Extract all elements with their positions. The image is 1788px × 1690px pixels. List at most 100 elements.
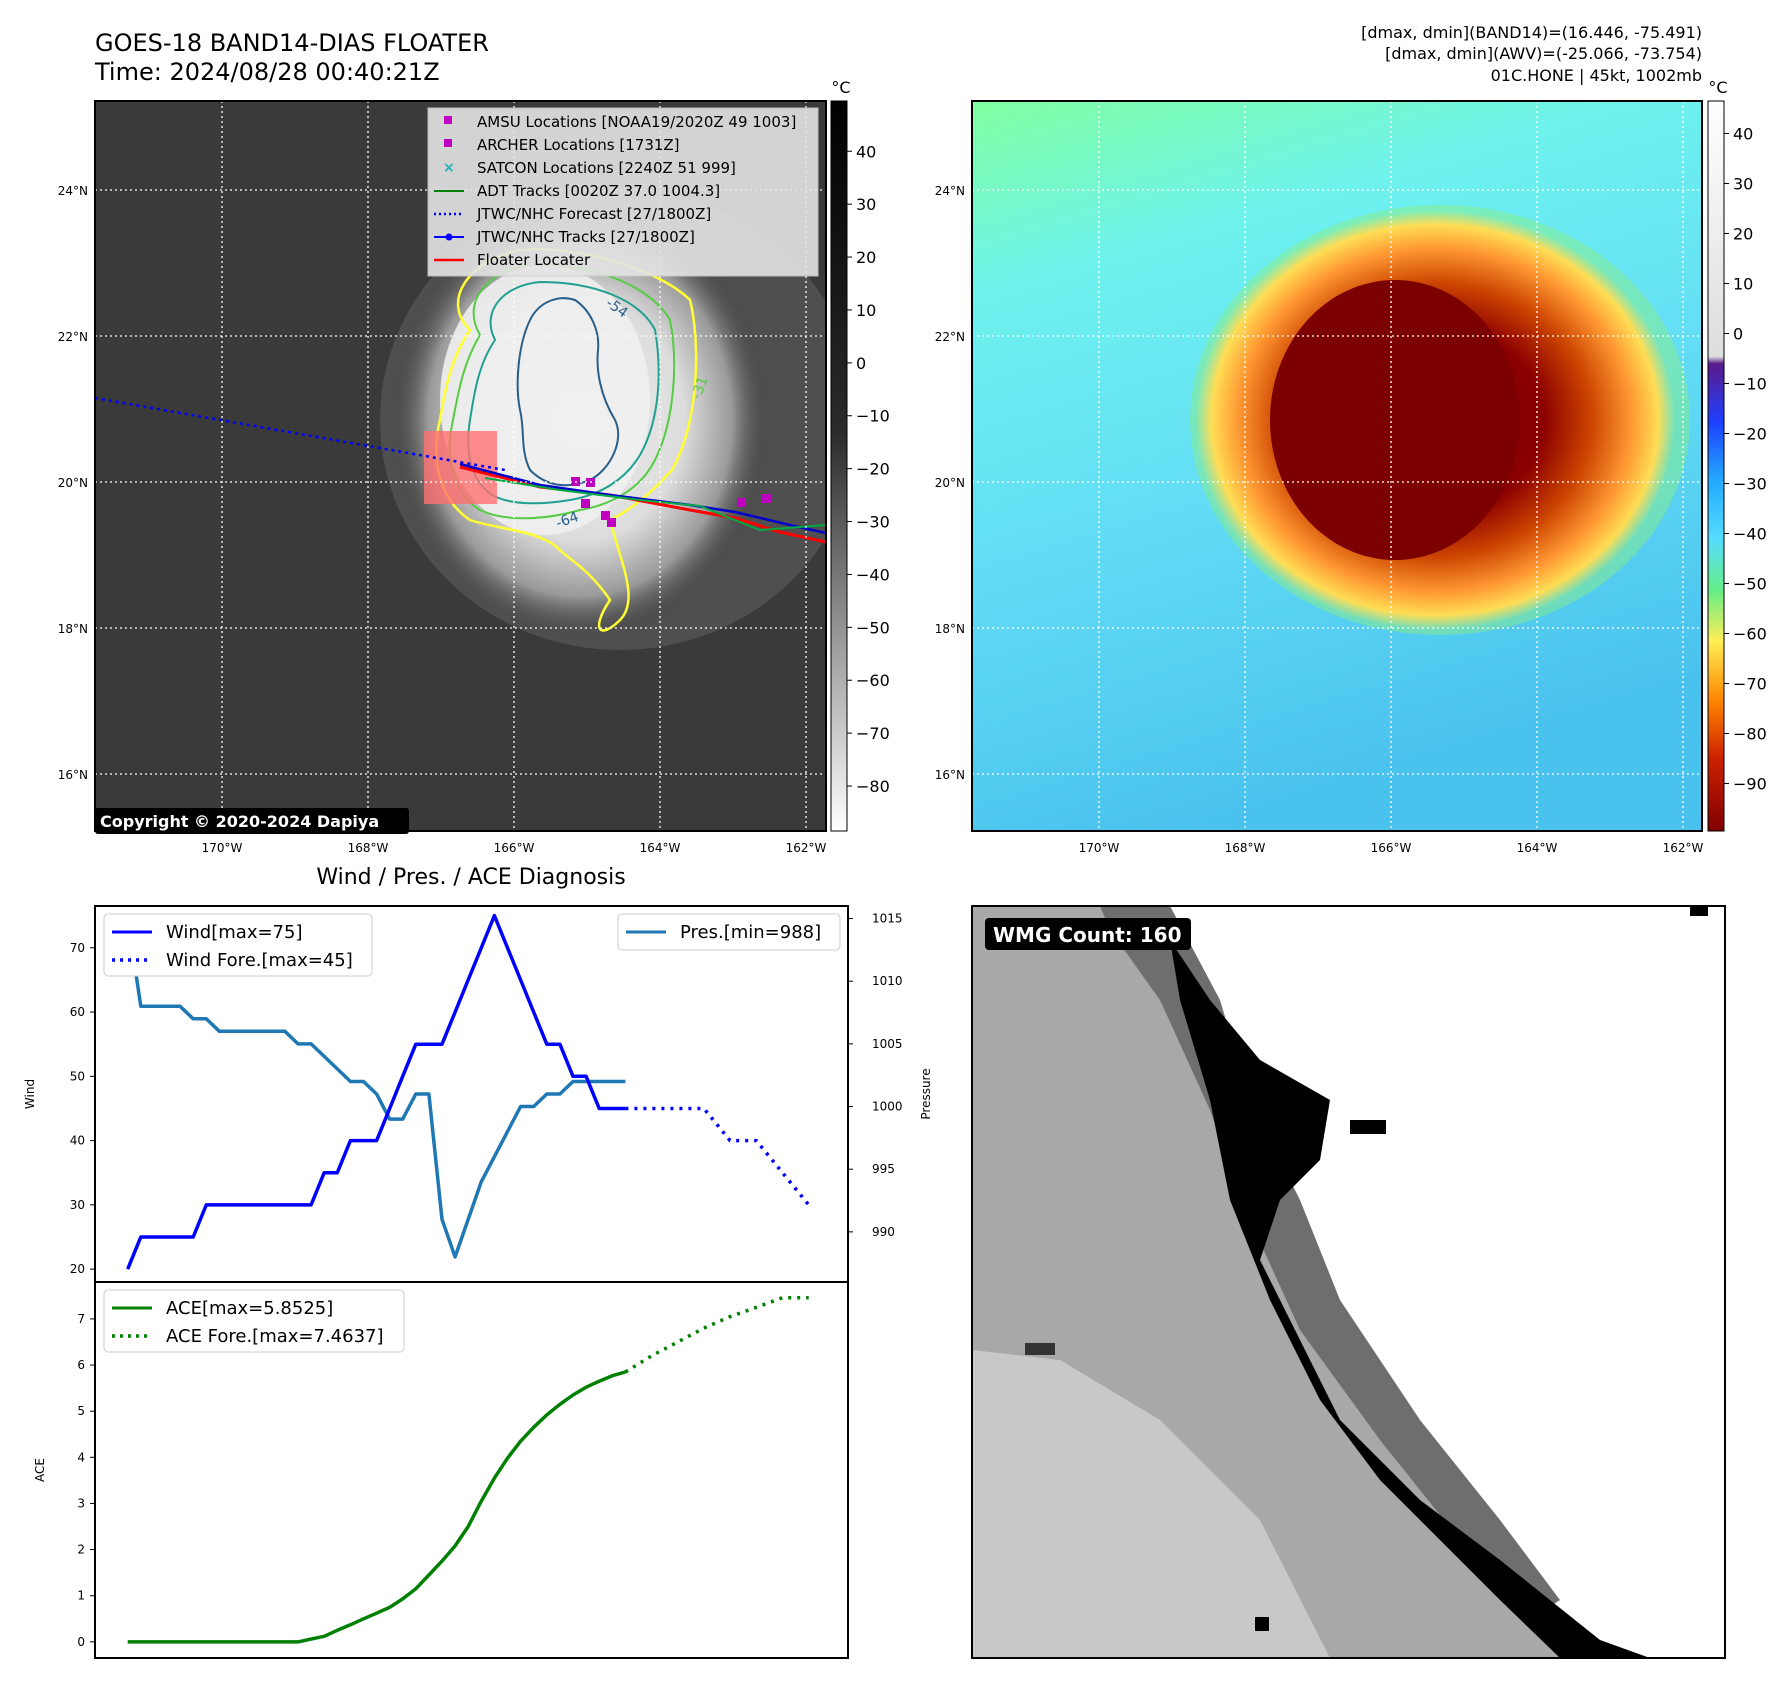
ir-colorbar-tick-label: −10 [856, 407, 890, 426]
archer-marker [601, 511, 610, 520]
title-line2: Time: 2024/08/28 00:40:21Z [94, 58, 440, 86]
ir-colorbar-ticks: 40 30 20 10 0 −10 −20 −30 −40 −50 −60 −70 −80 [847, 142, 890, 796]
ace-axis-tick-label: 3 [77, 1496, 85, 1510]
awv-lon-label: 166°W [1371, 841, 1412, 855]
legend-amsu-label: AMSU Locations [NOAA19/2020Z 49 1003] [477, 113, 796, 131]
awv-colorbar-tick-label: 30 [1733, 175, 1753, 194]
wind-fore-legend-label: Wind Fore.[max=45] [166, 950, 353, 971]
pres-axis-tick-label: 1015 [872, 912, 903, 926]
awv-lat-label: 20°N [935, 476, 965, 490]
amsu-marker [581, 499, 590, 508]
ir-colorbar-tick-label: −30 [856, 513, 890, 532]
pres-axis-tick-label: 995 [872, 1162, 895, 1176]
ir-lon-label: 168°W [348, 841, 389, 855]
ir-colorbar-tick-label: 10 [856, 301, 876, 320]
awv-colorbar-tick-label: −90 [1733, 775, 1767, 794]
ir-lon-label: 164°W [640, 841, 681, 855]
wmg-speck [1350, 1120, 1386, 1134]
pres-axis-tick-label: 1010 [872, 974, 903, 988]
ace-axis-tick-label: 7 [77, 1312, 85, 1326]
ace-axis-tick-label: 0 [77, 1635, 85, 1649]
ir-panel: -54 -64 -31 [58, 78, 890, 855]
wmg-badge-bg [985, 918, 1191, 950]
wind-axis-tick-label: 20 [70, 1262, 85, 1276]
ace-axis-tick-label: 1 [77, 1589, 85, 1603]
awv-colorbar-tick-label: −50 [1733, 575, 1767, 594]
ir-lat-label: 20°N [58, 476, 88, 490]
ir-colorbar-unit: °C [831, 78, 850, 97]
wmg-badge-text: WMG Count: 160 [993, 923, 1182, 947]
awv-colorbar-tick-label: 40 [1733, 125, 1753, 144]
awv-colorbar-tick-label: −10 [1733, 375, 1767, 394]
ir-lat-label: 18°N [58, 622, 88, 636]
ir-lon-label: 166°W [494, 841, 535, 855]
wind-axis-tick-label: 60 [70, 1005, 85, 1019]
ace-axis-tick-label: 4 [77, 1450, 85, 1464]
legend-tracks-dot [445, 233, 453, 241]
ir-lat-label: 22°N [58, 330, 88, 344]
awv-lon-label: 164°W [1517, 841, 1558, 855]
ir-colorbar-tick-label: −50 [856, 618, 890, 637]
pres-axis-tick-label: 1000 [872, 1100, 903, 1114]
awv-colorbar-tick-label: −60 [1733, 625, 1767, 644]
wmg-speck [1255, 1617, 1269, 1631]
ir-colorbar-tick-label: 40 [856, 142, 876, 161]
wmg-light-field [972, 1350, 1330, 1658]
legend-adt-label: ADT Tracks [0020Z 37.0 1004.3] [477, 182, 720, 200]
wind-ylabel: Wind [23, 1079, 37, 1109]
archer-marker [737, 498, 746, 507]
adt-track [484, 477, 826, 532]
awv-lat-label: 18°N [935, 622, 965, 636]
copyright-text: Copyright © 2020-2024 Dapiya [100, 812, 379, 831]
wmg-panel: WMG Count: 160 [971, 905, 1726, 1659]
ace-panel: ACE 7 6 5 4 3 2 1 0 ACE[max=5.8525] ACE Fore.[m… [33, 1281, 849, 1659]
ace-axis-tick-label: 2 [77, 1543, 85, 1557]
wmg-black-edge [1170, 940, 1650, 1658]
legend-tracks-label: JTWC/NHC Tracks [27/1800Z] [476, 228, 695, 246]
archer-marker [607, 518, 616, 527]
legend-archer-label: ARCHER Locations [1731Z] [477, 136, 680, 154]
ir-colorbar-tick-label: −80 [856, 777, 890, 796]
awv-colorbar-tick-label: 10 [1733, 275, 1753, 294]
awv-frame [971, 100, 1703, 832]
legend-forecast-label: JTWC/NHC Forecast [27/1800Z] [476, 205, 711, 223]
awv-colorbar-tick-label: −70 [1733, 675, 1767, 694]
wind-axis-tick-label: 70 [70, 941, 85, 955]
wmg-speck [1025, 1343, 1055, 1355]
ace-series-group [127, 1295, 809, 1644]
ir-colorbar-tick-label: 30 [856, 195, 876, 214]
legend-archer-icon [444, 139, 452, 147]
wind-forecast-line [625, 1106, 811, 1207]
awv-lon-label: 162°W [1663, 841, 1704, 855]
wind-axis-tick-label: 50 [70, 1069, 85, 1083]
wind-axis-ticks: 70 60 50 40 30 20 [70, 941, 95, 1276]
awv-colorbar-tick-label: −80 [1733, 725, 1767, 744]
awv-colorbar-tick-label: 0 [1733, 325, 1743, 344]
legend-floater-label: Floater Locater [477, 251, 591, 269]
ir-contour-blue [516, 297, 620, 487]
pres-axis-ticks: 1015 1010 1005 1000 995 990 [848, 912, 903, 1239]
ace-axis-tick-label: 6 [77, 1358, 85, 1372]
wind-series-group [125, 913, 811, 1270]
legend-satcon-icon: × [443, 160, 455, 176]
awv-lat-label: 24°N [935, 184, 965, 198]
copyright-badge [95, 808, 409, 834]
pres-axis-tick-label: 990 [872, 1225, 895, 1239]
ace-legend-label: ACE[max=5.8525] [166, 1298, 333, 1319]
diagnosis-title: Wind / Pres. / ACE Diagnosis [316, 865, 625, 890]
ir-legend: AMSU Locations [NOAA19/2020Z 49 1003] AR… [427, 107, 819, 277]
info-line3: 01C.HONE | 45kt, 1002mb [1491, 66, 1702, 85]
awv-lon-label: 168°W [1225, 841, 1266, 855]
title-line1: GOES-18 BAND14-DIAS FLOATER [95, 29, 489, 57]
wind-legend: Wind[max=75] Wind Fore.[max=45] [103, 913, 373, 977]
ir-lon-label: 170°W [202, 841, 243, 855]
wind-axis-tick-label: 30 [70, 1198, 85, 1212]
ir-lat-label: 24°N [58, 184, 88, 198]
legend-amsu-icon [444, 116, 452, 124]
info-line2: [dmax, dmin](AWV)=(-25.066, -73.754) [1385, 44, 1702, 63]
contour-label-64: -64 [554, 509, 581, 532]
awv-colorbar-tick-label: −40 [1733, 525, 1767, 544]
wmg-speck [1690, 906, 1708, 916]
wmg-frame [971, 905, 1726, 1659]
